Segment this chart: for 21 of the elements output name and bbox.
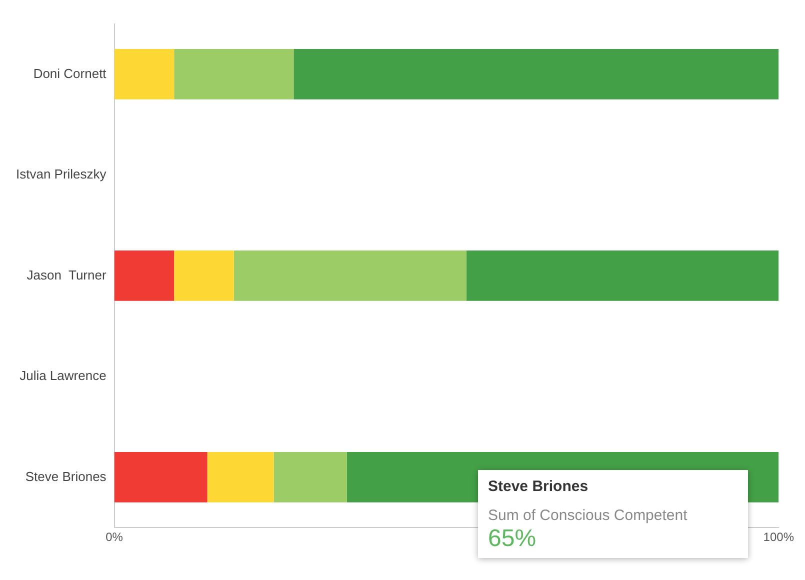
x-tick-label: 0% bbox=[106, 530, 124, 544]
bar bbox=[207, 452, 274, 502]
y-tick-label: Doni Cornett bbox=[33, 66, 107, 81]
bar bbox=[114, 452, 208, 502]
bar bbox=[466, 250, 779, 301]
bar bbox=[294, 48, 779, 100]
bar bbox=[174, 250, 234, 301]
y-tick-label: Jason Turner bbox=[26, 267, 107, 282]
x-tick-label: 100% bbox=[763, 530, 794, 544]
annotation: Steve Briones bbox=[488, 478, 590, 495]
y-tick-label: Steve Briones bbox=[25, 468, 107, 484]
y-tick-label: Istvan Prileszky bbox=[16, 166, 107, 182]
bar bbox=[114, 250, 174, 301]
annotation: 65% bbox=[488, 524, 538, 554]
y-tick-label: Julia Lawrence bbox=[20, 368, 106, 384]
annotation: Sum of Conscious Competent bbox=[488, 507, 688, 524]
tooltip-card: Steve Briones Sum of Conscious Competent 65% bbox=[478, 470, 748, 558]
bar bbox=[234, 250, 466, 301]
bar bbox=[114, 48, 174, 100]
bar bbox=[274, 452, 347, 502]
bar bbox=[174, 48, 294, 100]
